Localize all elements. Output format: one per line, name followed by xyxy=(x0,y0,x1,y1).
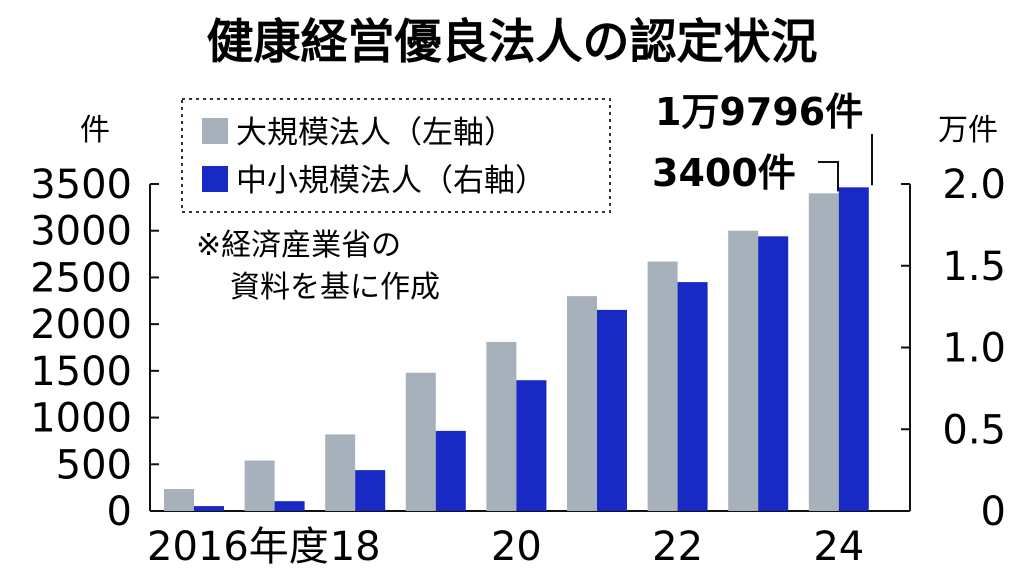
annotation-small-last: 1万9796件 xyxy=(655,90,863,134)
bar-small-2023 xyxy=(758,236,789,511)
bar-large-2017 xyxy=(244,460,275,511)
bar-small-2020 xyxy=(516,380,547,511)
left-tick-label: 500 xyxy=(56,442,132,488)
bar-small-2021 xyxy=(597,309,627,511)
legend-swatch-large xyxy=(202,118,228,144)
right-tick-label: 1.5 xyxy=(942,244,1006,290)
bar-large-2021 xyxy=(567,296,597,511)
left-axis-unit: 件 xyxy=(80,113,110,148)
bar-large-2018 xyxy=(325,434,356,511)
x-tick-label: 24 xyxy=(813,524,864,570)
bar-small-2017 xyxy=(274,501,305,511)
right-tick-label: 2.0 xyxy=(942,162,1006,208)
bar-large-2023 xyxy=(728,230,759,511)
legend-label-small: 中小規模法人（右軸） xyxy=(236,163,546,199)
left-tick-label: 1500 xyxy=(30,349,132,395)
x-tick-label: 18 xyxy=(330,524,381,570)
bar-large-2024 xyxy=(808,193,839,512)
right-axis-ticks: 0 0.5 1.0 1.5 2.0 xyxy=(901,162,1006,535)
bar-large-2022 xyxy=(647,261,678,511)
bar-small-2018 xyxy=(355,470,386,511)
left-tick-label: 0 xyxy=(107,489,132,535)
x-axis-ticks: 2016年度 18 20 22 24 xyxy=(147,524,864,570)
chart-title: 健康経営優良法人の認定状況 xyxy=(207,15,818,70)
right-tick-label: 0.5 xyxy=(942,407,1006,453)
annotation-large-last: 3400件 xyxy=(652,151,796,195)
source-note-line-2: 資料を基に作成 xyxy=(230,270,440,305)
x-tick-label: 2016年度 xyxy=(147,524,329,570)
left-tick-label: 3500 xyxy=(30,162,132,208)
source-note-line-1: ※経済産業省の xyxy=(196,228,401,263)
right-tick-label: 1.0 xyxy=(942,326,1006,372)
legend-swatch-small xyxy=(202,166,228,192)
right-axis-unit: 万件 xyxy=(938,113,998,148)
bar-large-2016 xyxy=(164,489,194,511)
left-tick-label: 3000 xyxy=(30,209,132,255)
annotations: 3400件 1万9796件 xyxy=(652,90,873,195)
bar-small-2022 xyxy=(677,282,708,511)
bars xyxy=(164,187,869,512)
annotation-large-leader xyxy=(818,161,839,192)
legend-frame xyxy=(181,98,611,213)
x-tick-label: 22 xyxy=(652,524,703,570)
bar-small-2019 xyxy=(435,430,466,511)
bar-large-2019 xyxy=(405,372,436,511)
bar-small-2024 xyxy=(838,187,869,512)
left-tick-label: 2000 xyxy=(30,302,132,348)
legend: 大規模法人（左軸） 中小規模法人（右軸） xyxy=(181,98,611,213)
left-tick-label: 1000 xyxy=(30,396,132,442)
right-tick-label: 0 xyxy=(981,489,1006,535)
legend-label-large: 大規模法人（左軸） xyxy=(236,115,515,151)
bar-large-2020 xyxy=(486,341,517,511)
bar-small-2016 xyxy=(194,506,224,511)
x-tick-label: 20 xyxy=(491,524,542,570)
left-tick-label: 2500 xyxy=(30,255,132,301)
